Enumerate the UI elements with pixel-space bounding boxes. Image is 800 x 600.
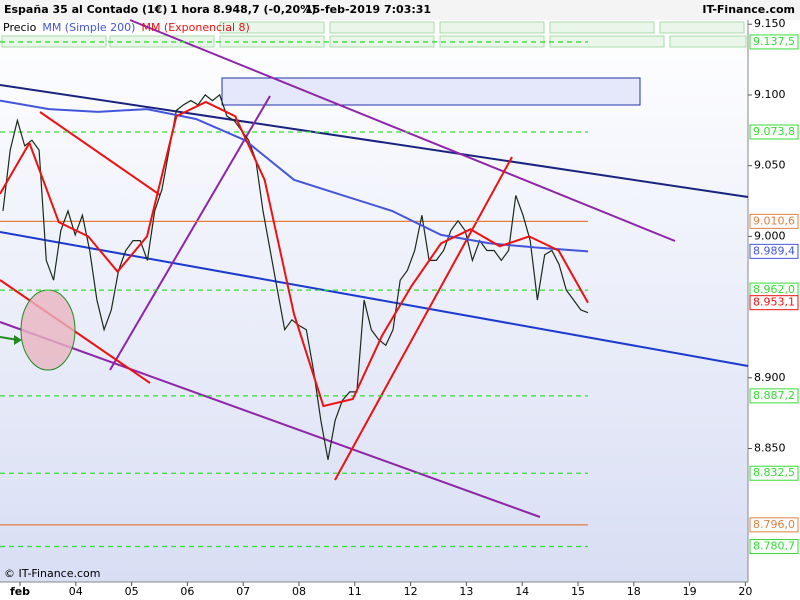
level-label: 8.832,5 xyxy=(753,466,795,479)
plot-area xyxy=(0,20,748,582)
copyright: © IT-Finance.com xyxy=(4,567,101,580)
level-label-box xyxy=(749,34,799,50)
timestamp: 15-feb-2019 7:03:31 xyxy=(305,3,431,16)
x-tick-label: 05 xyxy=(125,585,139,598)
level-label: 9.010,6 xyxy=(753,214,795,227)
data-layer xyxy=(0,41,589,548)
level-label: 8.887,2 xyxy=(753,389,795,402)
x-tick-label: 18 xyxy=(627,585,641,598)
series-line xyxy=(0,100,589,408)
level-label: 8.780,7 xyxy=(753,539,795,552)
level-label-box xyxy=(749,517,799,533)
highlight-ellipse xyxy=(20,289,76,371)
y-tick-label: 9.100 xyxy=(754,88,786,101)
level-label: 8.796,0 xyxy=(753,518,795,531)
y-tick-label: 8.850 xyxy=(754,441,786,454)
legend-entry: MM (Exponencial 8) xyxy=(141,21,249,34)
value-label: 8.989,4 xyxy=(753,244,795,257)
x-tick-label: feb xyxy=(10,585,30,598)
x-tick-label: 20 xyxy=(738,585,752,598)
level-label-box xyxy=(749,124,799,140)
level-label-box xyxy=(749,388,799,404)
x-tick-label: 15 xyxy=(571,585,585,598)
y-tick-label: 9.000 xyxy=(754,229,786,242)
legend-entry: Precio xyxy=(3,21,37,34)
value-label-box xyxy=(749,295,799,311)
header-bar xyxy=(0,0,800,20)
legend-entry: MM (Simple 200) xyxy=(42,21,135,34)
x-tick-label: 07 xyxy=(236,585,250,598)
brand: IT-Finance.com xyxy=(702,3,795,16)
x-tick-label: 11 xyxy=(348,585,362,598)
x-tick-label: 13 xyxy=(459,585,473,598)
quote: 8.948,7 (-0,20%) xyxy=(213,3,316,16)
x-tick-label: 12 xyxy=(404,585,418,598)
level-label: 9.137,5 xyxy=(753,35,795,48)
level-label-box xyxy=(749,213,799,229)
zone-box xyxy=(221,77,641,106)
y-tick-label: 8.900 xyxy=(754,371,786,384)
x-tick-label: 08 xyxy=(292,585,306,598)
trendlines xyxy=(0,19,749,518)
x-tick-label: 19 xyxy=(683,585,697,598)
symbol: España 35 al Contado (1€) xyxy=(4,3,167,16)
level-label: 8.962,0 xyxy=(753,283,795,296)
x-tick-label: 14 xyxy=(515,585,529,598)
value-label-box xyxy=(749,243,799,259)
interval: 1 hora xyxy=(170,3,210,16)
level-label: 9.073,8 xyxy=(753,125,795,138)
x-tick-label: 04 xyxy=(69,585,83,598)
level-label-box xyxy=(749,465,799,481)
x-tick-label: 06 xyxy=(180,585,194,598)
y-tick-label: 9.050 xyxy=(754,159,786,172)
y-tick-label: 9.150 xyxy=(754,17,786,30)
value-label: 8.953,1 xyxy=(753,296,795,309)
series-line xyxy=(0,99,589,253)
arrow xyxy=(0,335,22,345)
series-line xyxy=(2,93,589,460)
level-label-box xyxy=(749,538,799,554)
